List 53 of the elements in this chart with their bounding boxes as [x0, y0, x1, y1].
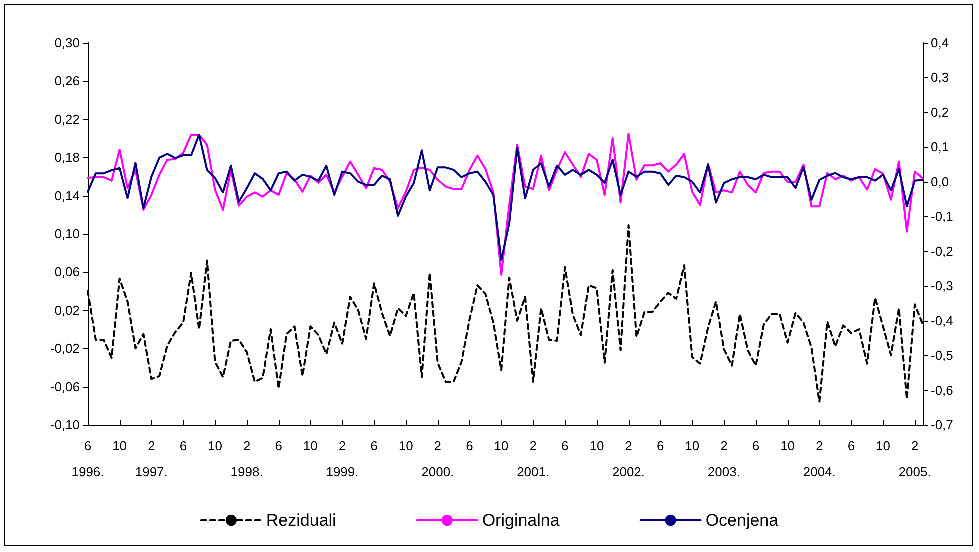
y-tick-label: 0,10	[54, 226, 80, 242]
legend-label: Originalna	[482, 511, 560, 530]
y2-tick-label: 0,0	[931, 174, 950, 190]
x-tick-label: 2 1998.	[230, 438, 264, 480]
x-tick-label: 10	[494, 438, 509, 454]
x-tick-label: 6	[848, 438, 856, 454]
x-tick-label: 6	[752, 438, 760, 454]
y2-tick-label: 0,1	[931, 140, 950, 155]
x-tick-label: 6 1996.	[72, 438, 104, 480]
legend-label: Reziduali	[266, 511, 336, 530]
y2-tick-label: -0,1	[931, 209, 954, 224]
x-tick-label: 10	[303, 438, 318, 454]
x-tick-label: 2 2003.	[708, 438, 740, 480]
y2-tick-label: 0,2	[931, 104, 950, 120]
x-tick-label: 6	[656, 438, 664, 454]
x-tick-label: 6	[370, 438, 378, 454]
y-tick-label: 0,18	[54, 150, 80, 166]
x-tick-label: 2 2000.	[422, 438, 454, 480]
y-tick-label: 0,14	[54, 188, 80, 204]
y2-tick-label: -0,4	[931, 313, 954, 328]
x-tick-label: 6	[275, 438, 282, 454]
y-tick-label: 0,22	[54, 112, 80, 127]
x-tick-label: 6	[180, 438, 188, 454]
x-tick-label: 10	[112, 438, 128, 454]
y2-tick-label: -0,5	[931, 348, 954, 364]
x-tick-label: 10	[780, 438, 796, 454]
y2-tick-label: -0,2	[931, 244, 954, 259]
x-tick-label: 6	[562, 438, 569, 454]
y-tick-label: -0,10	[50, 418, 80, 432]
x-tick-label: 10	[398, 438, 414, 454]
y-tick-label: -0,02	[50, 341, 80, 356]
y-tick-label: 0,26	[54, 74, 80, 89]
y-tick-label: 0,02	[54, 302, 80, 318]
x-tick-label: 2 2002.	[612, 438, 646, 480]
x-tick-label: 10	[876, 438, 890, 454]
x-tick-label: 6	[466, 438, 474, 454]
y2-tick-label: -0,6	[931, 382, 954, 398]
y2-tick-label: -0,7	[931, 418, 954, 432]
x-tick-label: 10	[590, 438, 604, 454]
x-tick-label: 2 2005.	[898, 438, 932, 480]
y-tick-label: 0,30	[54, 36, 80, 50]
x-tick-label: 2 2004.	[803, 438, 836, 480]
x-tick-label: 2 2001.	[517, 438, 550, 480]
y2-tick-label: 0,4	[931, 36, 950, 50]
x-tick-label: 10	[685, 438, 700, 454]
y-tick-label: 0,06	[54, 264, 80, 280]
x-tick-label: 10	[208, 438, 222, 454]
y2-tick-label: -0,3	[931, 278, 954, 294]
y2-tick-label: 0,3	[931, 70, 950, 86]
y-tick-label: -0,06	[50, 379, 80, 394]
x-tick-label: 2 1997.	[135, 438, 168, 480]
legend-label: Ocenjena	[706, 511, 780, 530]
x-tick-label: 2 1999.	[326, 438, 359, 480]
